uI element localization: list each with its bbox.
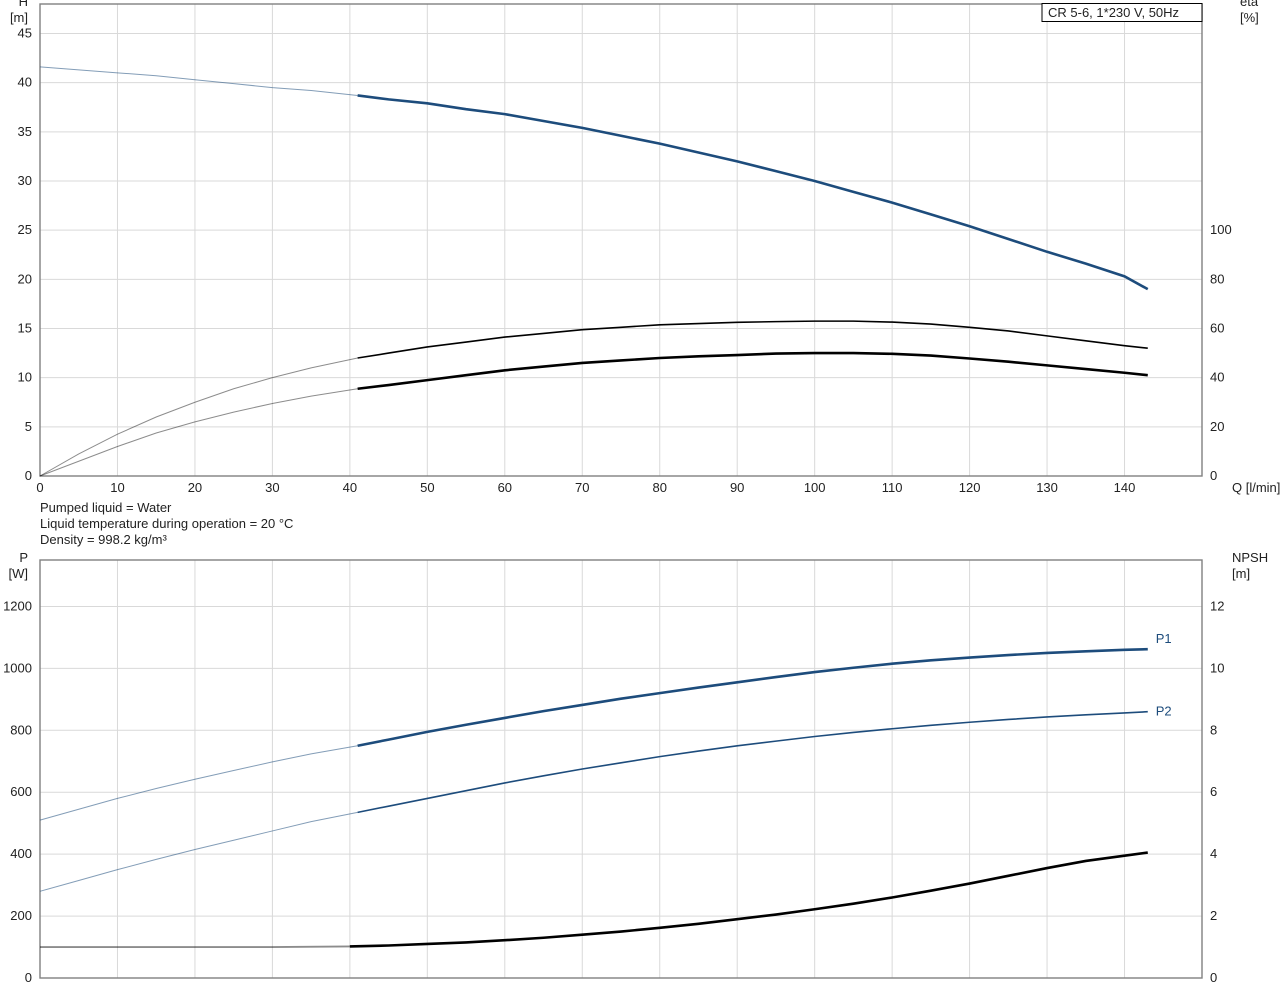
x-axis-label: Q [l/min] bbox=[1232, 480, 1280, 495]
y-right-tick: 80 bbox=[1210, 271, 1224, 286]
npsh-tick: 2 bbox=[1210, 908, 1217, 923]
y-right-tick: 0 bbox=[1210, 468, 1217, 483]
p-tick: 800 bbox=[10, 722, 32, 737]
head-curve bbox=[358, 95, 1148, 289]
npsh-curve-preduty bbox=[40, 946, 350, 947]
x-tick-label: 20 bbox=[188, 480, 202, 495]
x-tick-label: 0 bbox=[36, 480, 43, 495]
head-curve-preduty bbox=[40, 67, 358, 96]
y-left-tick: 0 bbox=[25, 468, 32, 483]
p2-label: P2 bbox=[1156, 704, 1172, 719]
p2-curve bbox=[358, 712, 1148, 813]
npsh-curve bbox=[350, 853, 1148, 947]
y-right-tick: 60 bbox=[1210, 321, 1224, 336]
x-tick-label: 100 bbox=[804, 480, 826, 495]
p-tick: 1200 bbox=[3, 598, 32, 613]
y-left-tick: 20 bbox=[18, 271, 32, 286]
title-text: CR 5-6, 1*230 V, 50Hz bbox=[1048, 5, 1179, 20]
p-label-2: [W] bbox=[9, 566, 29, 581]
y-left-tick: 40 bbox=[18, 75, 32, 90]
eta-curve-1 bbox=[358, 321, 1148, 358]
pump-curve-figure: 0102030405060708090100110120130140Q [l/m… bbox=[0, 0, 1280, 996]
npsh-tick: 10 bbox=[1210, 660, 1224, 675]
y-right-label-2: [%] bbox=[1240, 10, 1259, 25]
note-line: Liquid temperature during operation = 20… bbox=[40, 516, 293, 531]
eta-curve-2-preduty bbox=[40, 389, 358, 476]
x-tick-label: 40 bbox=[343, 480, 357, 495]
y-left-tick: 30 bbox=[18, 173, 32, 188]
y-left-label-1: H bbox=[19, 0, 28, 9]
p-label-1: P bbox=[19, 550, 28, 565]
y-left-tick: 45 bbox=[18, 26, 32, 41]
note-line: Pumped liquid = Water bbox=[40, 500, 172, 515]
y-right-tick: 100 bbox=[1210, 222, 1232, 237]
npsh-tick: 6 bbox=[1210, 784, 1217, 799]
x-tick-label: 60 bbox=[498, 480, 512, 495]
npsh-label-1: NPSH bbox=[1232, 550, 1268, 565]
eta-curve-2 bbox=[358, 353, 1148, 389]
y-right-tick: 20 bbox=[1210, 419, 1224, 434]
p1-curve-preduty bbox=[40, 746, 358, 820]
x-tick-label: 70 bbox=[575, 480, 589, 495]
npsh-tick: 4 bbox=[1210, 846, 1217, 861]
y-right-tick: 40 bbox=[1210, 370, 1224, 385]
p-tick: 0 bbox=[25, 970, 32, 985]
p-tick: 200 bbox=[10, 908, 32, 923]
p-tick: 1000 bbox=[3, 660, 32, 675]
x-tick-label: 10 bbox=[110, 480, 124, 495]
npsh-tick: 0 bbox=[1210, 970, 1217, 985]
x-tick-label: 80 bbox=[652, 480, 666, 495]
npsh-tick: 12 bbox=[1210, 598, 1224, 613]
x-tick-label: 120 bbox=[959, 480, 981, 495]
x-tick-label: 110 bbox=[882, 480, 903, 495]
x-tick-label: 130 bbox=[1036, 480, 1058, 495]
x-tick-label: 140 bbox=[1114, 480, 1136, 495]
y-left-tick: 5 bbox=[25, 419, 32, 434]
npsh-tick: 8 bbox=[1210, 722, 1217, 737]
x-tick-label: 30 bbox=[265, 480, 279, 495]
note-line: Density = 998.2 kg/m³ bbox=[40, 532, 167, 547]
y-left-tick: 25 bbox=[18, 222, 32, 237]
p-tick: 600 bbox=[10, 784, 32, 799]
p-tick: 400 bbox=[10, 846, 32, 861]
y-left-tick: 35 bbox=[18, 124, 32, 139]
y-left-tick: 10 bbox=[18, 370, 32, 385]
p1-curve bbox=[358, 649, 1148, 746]
y-left-label-2: [m] bbox=[10, 10, 28, 25]
p2-curve-preduty bbox=[40, 812, 358, 891]
x-tick-label: 50 bbox=[420, 480, 434, 495]
npsh-label-2: [m] bbox=[1232, 566, 1250, 581]
y-right-label-1: eta bbox=[1240, 0, 1259, 9]
x-tick-label: 90 bbox=[730, 480, 744, 495]
p1-label: P1 bbox=[1156, 631, 1172, 646]
y-left-tick: 15 bbox=[18, 321, 32, 336]
